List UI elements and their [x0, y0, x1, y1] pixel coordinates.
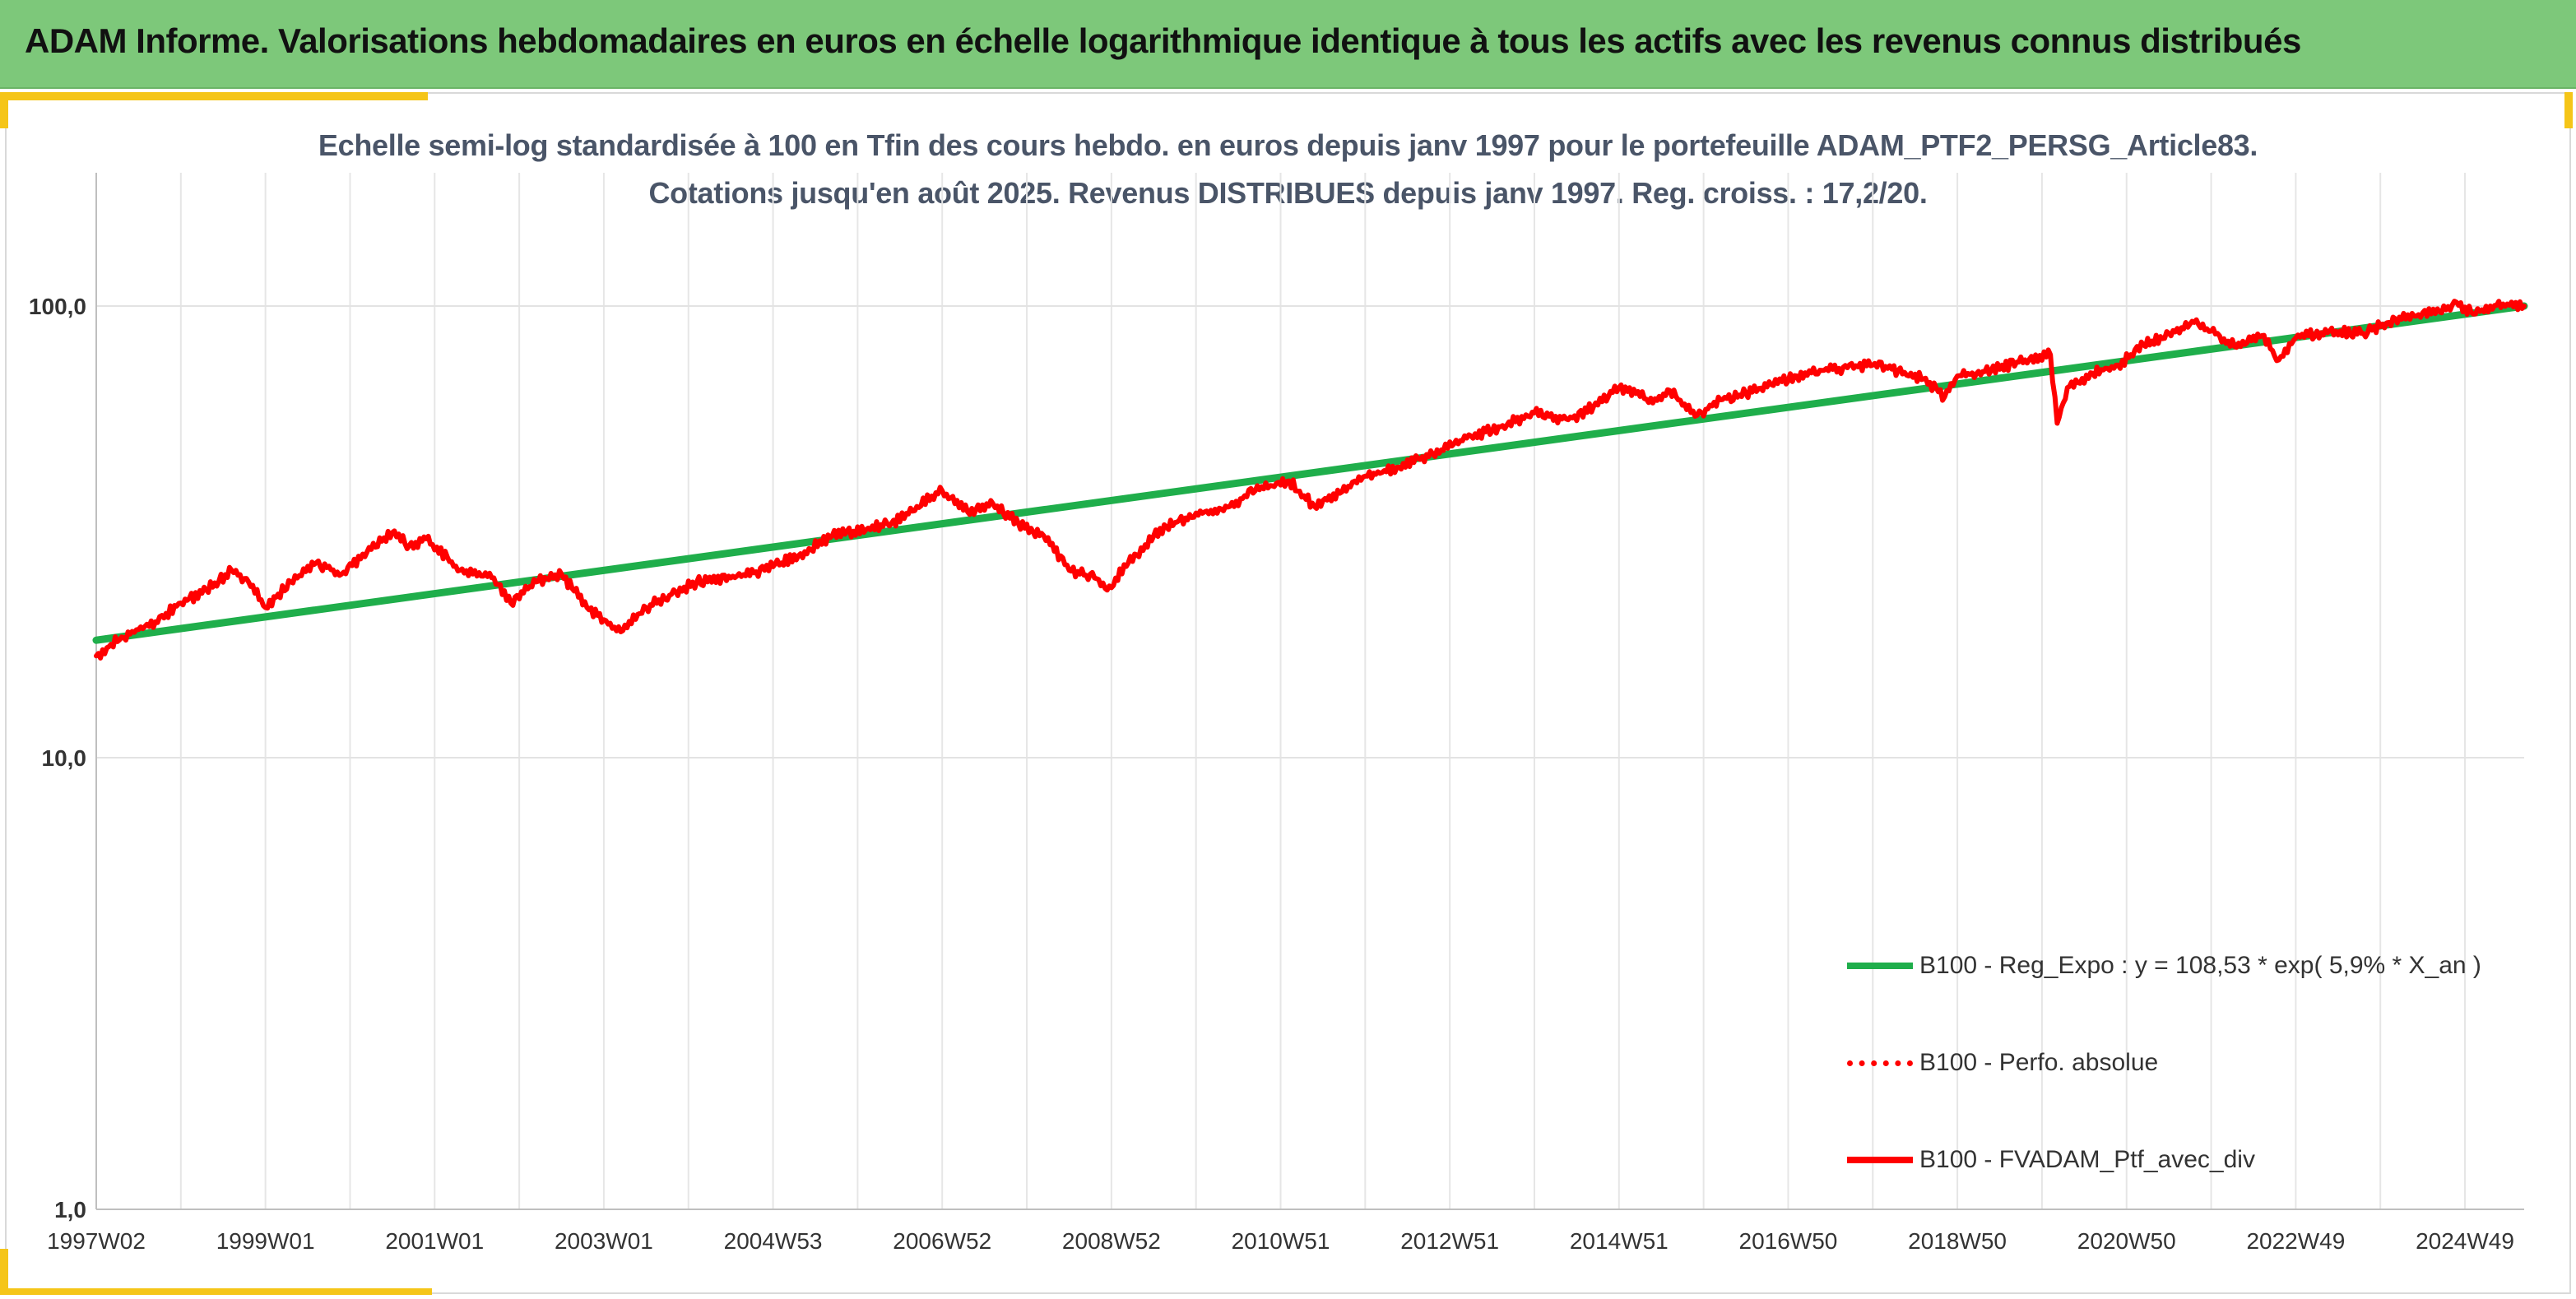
- x-tick-label: 2003W01: [555, 1228, 653, 1254]
- legend-label-portfolio: B100 - FVADAM_Ptf_avec_div: [1919, 1146, 2255, 1173]
- tick-layer: 1,0 10,0 100,0 1997W02 1999W01 2001W01 2003W01…: [29, 294, 2514, 1254]
- legend-label-absolute-perf: B100 - Perfo. absolue: [1919, 1049, 2159, 1076]
- chart-subtitle: Cotations jusqu'en août 2025. Revenus DI…: [648, 176, 1928, 210]
- x-tick-label: 2010W51: [1232, 1228, 1330, 1254]
- y-tick-label: 10,0: [42, 745, 87, 771]
- grid-layer: [95, 173, 2524, 1210]
- legend-item-absolute-perf: B100 - Perfo. absolue: [1847, 1014, 2555, 1111]
- chart-frame: [5, 92, 2571, 1294]
- corner-accent-top-left: [0, 92, 428, 100]
- header-banner: ADAM Informe. Valorisations hebdomadaire…: [0, 0, 2576, 89]
- legend-item-portfolio: B100 - FVADAM_Ptf_avec_div: [1847, 1111, 2555, 1209]
- corner-accent-bottom-left: [0, 1288, 432, 1295]
- legend-swatch-regression: [1847, 963, 1913, 969]
- legend-item-regression: B100 - Reg_Expo : y = 108,53 * exp( 5,9%…: [1847, 917, 2555, 1014]
- x-tick-label: 2001W01: [385, 1228, 484, 1254]
- x-tick-label: 2012W51: [1400, 1228, 1499, 1254]
- x-tick-label: 1999W01: [216, 1228, 315, 1254]
- series-line-0: [92, 302, 2528, 644]
- x-tick-label: 2008W52: [1062, 1228, 1161, 1254]
- legend-label-regression: B100 - Reg_Expo : y = 108,53 * exp( 5,9%…: [1919, 952, 2481, 979]
- x-tick-label: 1997W02: [47, 1228, 146, 1254]
- series-line-2: [94, 299, 2527, 661]
- legend-swatch-portfolio: [1847, 1157, 1913, 1163]
- x-tick-label: 2004W53: [724, 1228, 823, 1254]
- x-tick-label: 2014W51: [1570, 1228, 1669, 1254]
- x-tick-label: 2022W49: [2246, 1228, 2345, 1254]
- corner-accent-top-right: [2564, 92, 2573, 128]
- x-tick-label: 2018W50: [1908, 1228, 2007, 1254]
- x-tick-label: 2020W50: [2077, 1228, 2176, 1254]
- y-tick-label: 1,0: [54, 1197, 86, 1222]
- x-tick-label: 2006W52: [893, 1228, 991, 1254]
- x-tick-label: 2016W50: [1739, 1228, 1838, 1254]
- y-tick-label: 100,0: [29, 294, 86, 319]
- page-title: ADAM Informe. Valorisations hebdomadaire…: [25, 21, 2301, 60]
- axis-layer: [95, 173, 2524, 1210]
- chart-title: Echelle semi-log standardisée à 100 en T…: [318, 128, 2258, 162]
- chart-legend: B100 - Reg_Expo : y = 108,53 * exp( 5,9%…: [1847, 917, 2555, 1209]
- corner-accent-bottom-left-v: [0, 1249, 8, 1295]
- legend-swatch-absolute-perf: [1847, 1060, 1913, 1066]
- corner-accent-top-left-v: [0, 92, 8, 128]
- series-layer: [92, 299, 2528, 661]
- x-tick-label: 2024W49: [2416, 1228, 2514, 1254]
